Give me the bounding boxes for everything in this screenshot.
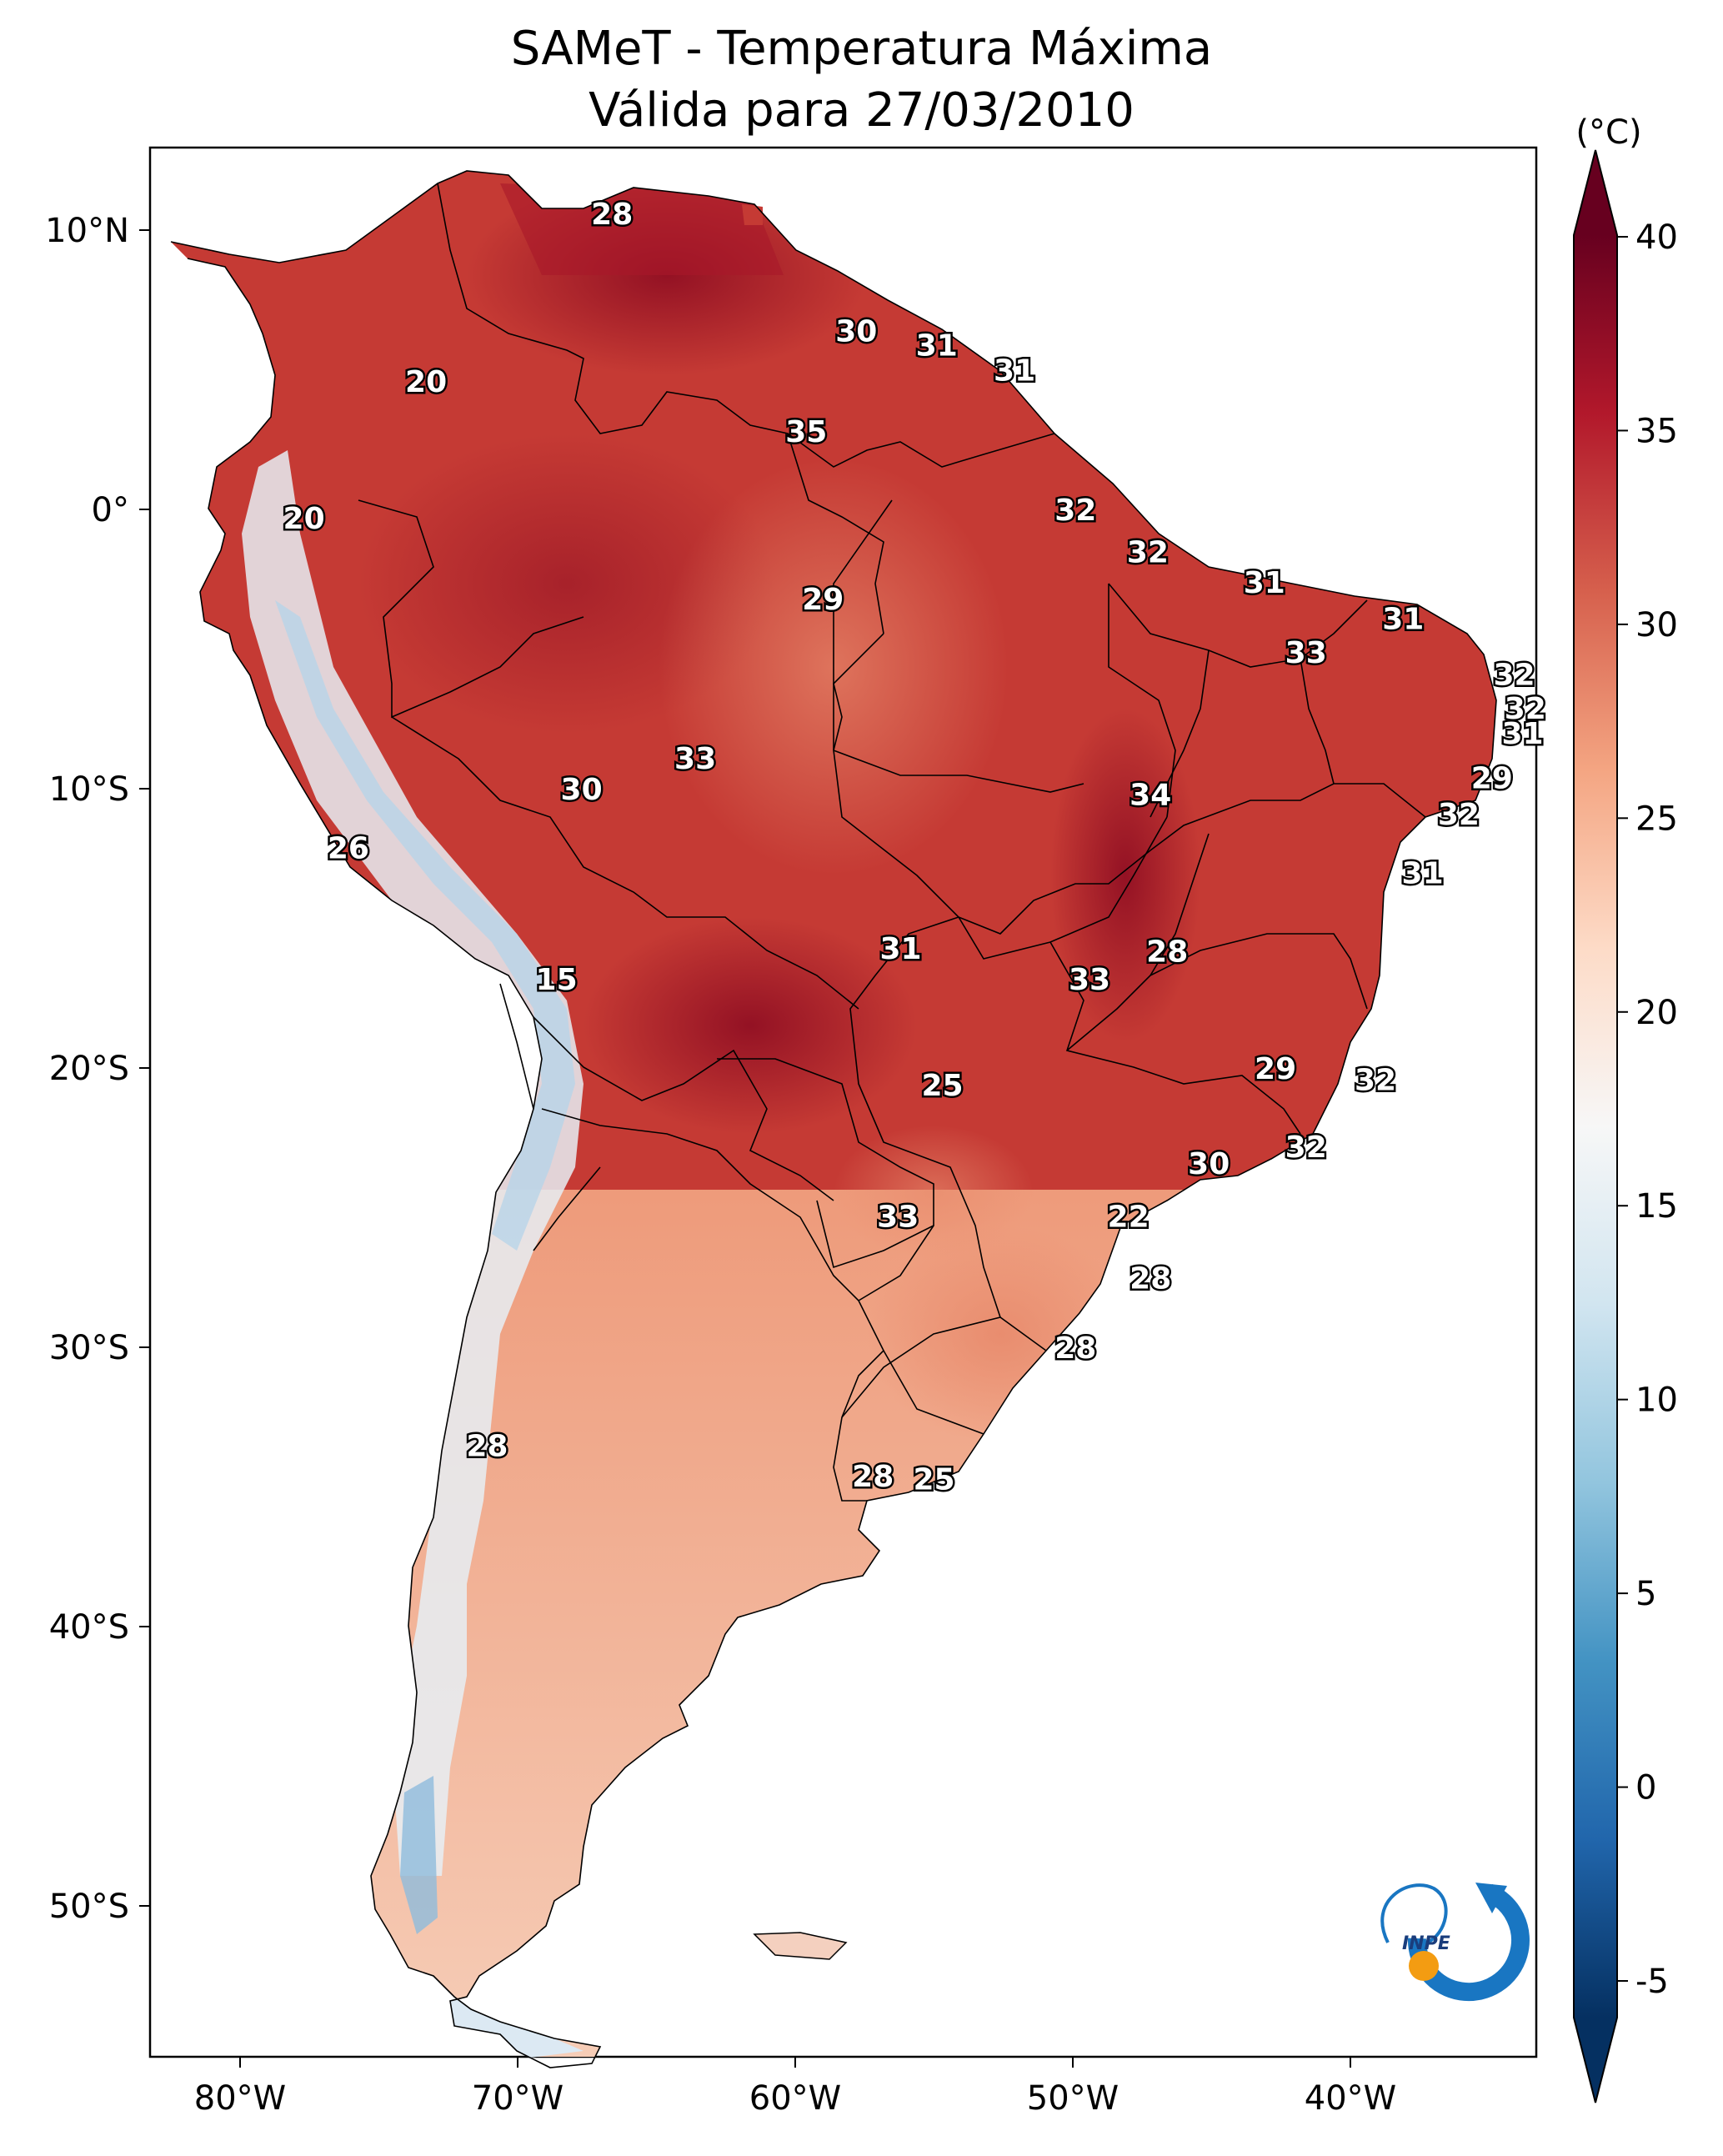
contour-label: 30 (561, 773, 603, 807)
contour-label: 32 (1505, 692, 1546, 726)
contour-label: 28 (1146, 935, 1188, 969)
colorbar-tick-label: 10 (1635, 1381, 1678, 1420)
political-boundaries (170, 170, 1497, 2068)
x-tick-label: 50°W (1027, 2079, 1119, 2118)
y-tick-label: 30°S (49, 1329, 129, 1367)
title-line-1: SAMeT - Temperatura Máxima (510, 22, 1213, 76)
contour-label: 31 (879, 932, 921, 966)
contour-label: 33 (1069, 963, 1110, 997)
y-tick-label: 10°S (49, 770, 129, 809)
contour-label: 30 (835, 315, 877, 349)
contour-label: 33 (1285, 636, 1327, 670)
contour-label: 28 (466, 1429, 508, 1463)
contour-label: 35 (785, 415, 827, 449)
colorbar-tick-label: 40 (1635, 218, 1678, 257)
colorbar-unit: (°C) (1575, 113, 1641, 152)
x-tick-label: 80°W (194, 2079, 286, 2118)
contour-label: 32 (1054, 494, 1096, 528)
contour-label: 29 (802, 583, 844, 617)
contour-label: 25 (913, 1463, 954, 1497)
contour-label: 22 (1108, 1201, 1150, 1235)
colorbar-tick-label: 25 (1635, 800, 1678, 838)
contour-label: 30 (1188, 1147, 1230, 1181)
inpe-logo: INPE (1380, 1883, 1530, 2002)
contour-label: 33 (674, 742, 716, 776)
y-tick-label: 0° (92, 491, 129, 529)
colorbar-tick-label: 35 (1635, 412, 1678, 450)
contour-label: 32 (1355, 1063, 1396, 1097)
contour-label: 28 (852, 1460, 894, 1494)
contour-label: 31 (916, 328, 958, 363)
colorbar-tick-label: 30 (1635, 606, 1678, 644)
colorbar: (°C) 40 35 30 25 20 15 10 5 0 -5 (1573, 113, 1678, 2103)
contour-label: 31 (1402, 857, 1444, 891)
contour-label: 28 (1129, 1261, 1171, 1296)
contour-label: 28 (1054, 1331, 1096, 1366)
x-axis: 80°W 70°W 60°W 50°W 40°W (194, 2057, 1396, 2118)
contour-label: 32 (1127, 535, 1169, 569)
contour-label: 32 (1285, 1131, 1327, 1165)
map-title: SAMeT - Temperatura Máxima Válida para 2… (0, 18, 1723, 142)
contour-label: 26 (328, 831, 369, 865)
contour-label: 31 (1244, 566, 1285, 600)
contour-label: 32 (1438, 798, 1480, 832)
contour-label: 33 (877, 1201, 919, 1235)
contour-label: 20 (405, 365, 447, 399)
contour-label: 20 (283, 502, 325, 536)
y-tick-label: 40°S (49, 1608, 129, 1647)
x-tick-label: 40°W (1305, 2079, 1396, 2118)
y-tick-label: 10°N (45, 212, 129, 250)
contour-label: 31 (1501, 717, 1543, 751)
contour-label: 31 (1382, 603, 1424, 637)
colorbar-tick-label: 20 (1635, 994, 1678, 1032)
contour-label: 34 (1129, 779, 1171, 813)
contour-label: 15 (536, 963, 578, 997)
inpe-logo-text: INPE (1402, 1933, 1450, 1954)
title-line-2: Válida para 27/03/2010 (589, 83, 1134, 138)
contour-label: 31 (994, 354, 1035, 389)
contour-label: 29 (1471, 762, 1513, 796)
y-axis: 10°N 0° 10°S 20°S 30°S 40°S 50°S (45, 212, 150, 1926)
contour-label: 28 (591, 198, 633, 232)
x-tick-label: 60°W (749, 2079, 841, 2118)
colorbar-tick-label: -5 (1635, 1963, 1669, 2001)
colorbar-tick-label: 15 (1635, 1187, 1678, 1226)
contour-label: 25 (921, 1069, 963, 1103)
x-tick-label: 70°W (472, 2079, 563, 2118)
colorbar-tick-label: 0 (1635, 1769, 1656, 1808)
contour-label: 29 (1255, 1052, 1296, 1086)
contour-label: 32 (1493, 659, 1535, 693)
colorbar-tick-label: 5 (1635, 1575, 1656, 1613)
y-tick-label: 20°S (49, 1050, 129, 1088)
y-tick-label: 50°S (49, 1888, 129, 1926)
